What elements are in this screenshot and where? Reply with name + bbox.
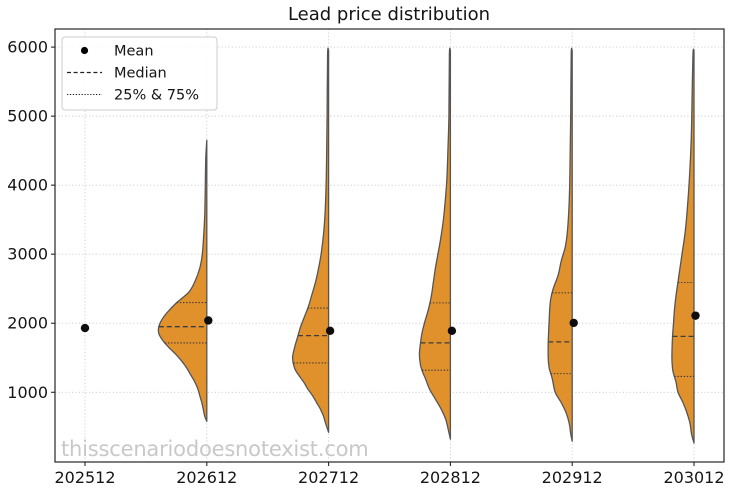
violin-202612 [157, 139, 208, 422]
mean-dot-202712 [325, 326, 335, 336]
chart-title: Lead price distribution [288, 4, 490, 25]
y-tick-label-2000: 2000 [7, 314, 48, 333]
stat-lines [80, 281, 700, 377]
x-tick-label-202512: 202512 [54, 468, 115, 487]
y-tick-label-1000: 1000 [7, 383, 48, 402]
mean-dot-202912 [569, 318, 578, 328]
mean-dot-203012 [691, 311, 700, 320]
plot-frame [54, 28, 725, 463]
x-tick-label-202612: 202612 [176, 468, 237, 487]
watermark-text: thisscenariodoesnotexist.com [61, 437, 369, 461]
violin-203012 [671, 48, 695, 444]
mean-dot-202612 [204, 316, 213, 325]
x-tick-label-202712: 202712 [298, 468, 359, 487]
legend-label-mean: Mean [114, 44, 154, 60]
legend-label-quartiles: 25% & 75% [114, 88, 199, 104]
legend-label-median: Median [114, 66, 167, 82]
y-tick-label-6000: 6000 [7, 38, 48, 57]
legend: Mean Median 25% & 75% [61, 36, 218, 111]
violin-202912 [547, 47, 573, 442]
y-tick-label-4000: 4000 [7, 176, 48, 195]
x-tick-label-202812: 202812 [420, 468, 481, 487]
mean-dot-202812 [447, 326, 457, 336]
y-tick-label-3000: 3000 [7, 245, 48, 264]
legend-box [61, 36, 218, 111]
legend-mean-marker-icon [80, 46, 89, 55]
x-tick-label-202912: 202912 [542, 468, 603, 487]
mean-dot-202512 [80, 323, 90, 333]
violin-202812 [418, 47, 452, 440]
axes: 1000 2000 3000 4000 5000 6000 202512 202612 2027… [7, 38, 724, 487]
x-tick-label-203012: 203012 [663, 468, 724, 487]
y-tick-label-5000: 5000 [7, 107, 48, 126]
